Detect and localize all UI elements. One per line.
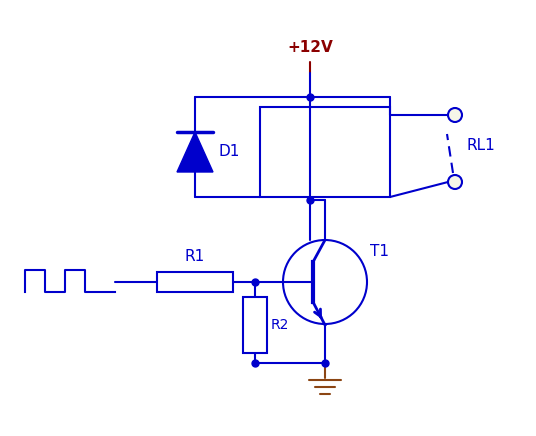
Polygon shape <box>177 132 213 172</box>
Bar <box>260 107 390 197</box>
Text: R2: R2 <box>271 318 289 332</box>
Text: RL1: RL1 <box>467 137 496 153</box>
Text: T1: T1 <box>370 245 389 259</box>
Text: +12V: +12V <box>287 40 333 55</box>
Text: D1: D1 <box>218 144 240 160</box>
Circle shape <box>448 175 462 189</box>
Circle shape <box>448 108 462 122</box>
Bar <box>243 297 267 353</box>
Text: R1: R1 <box>185 249 205 264</box>
Bar <box>157 272 233 292</box>
